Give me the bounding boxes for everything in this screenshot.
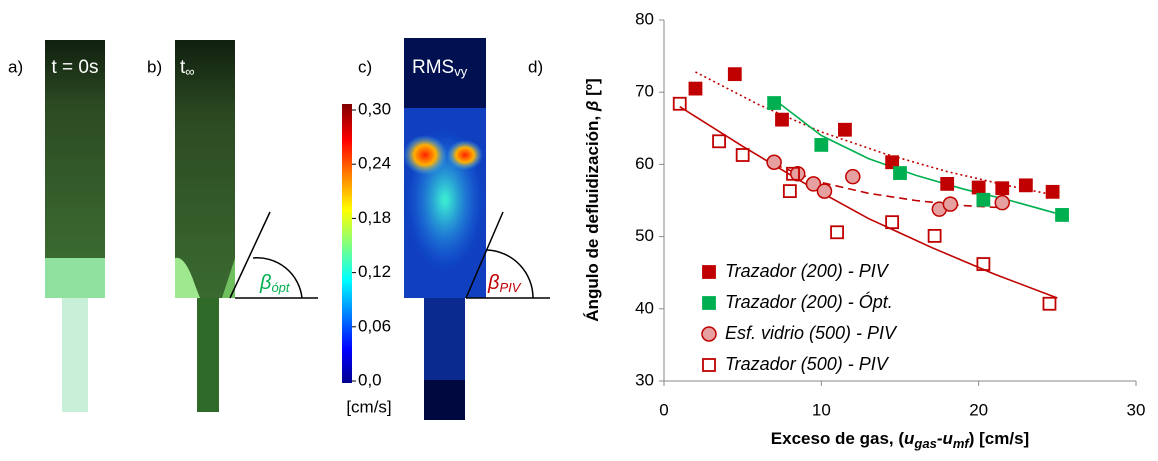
y-tick-label: 30: [635, 370, 654, 389]
x-tick-label: 0: [659, 400, 668, 419]
panel-label: d): [528, 57, 543, 76]
marker: [1045, 184, 1060, 199]
legend-label: Esf. vidrio (500) - PIV: [725, 323, 898, 343]
x-axis-label: Exceso de gas, (ugas-umf) [cm/s]: [771, 429, 1029, 451]
marker: [893, 166, 907, 180]
marker: [976, 192, 991, 207]
marker: [672, 96, 687, 111]
marker: [994, 194, 1011, 211]
title-sub: vy: [454, 64, 468, 79]
angle-symbol: β: [487, 272, 499, 294]
colorbar-tick-label: 0,30: [358, 99, 391, 118]
legend-marker: [701, 326, 717, 342]
marker: [942, 196, 959, 212]
panel-title: RMSvy: [412, 57, 468, 79]
trend-line: [695, 71, 1053, 196]
colorbar-tick-label: 0,18: [358, 208, 391, 227]
y-tick-label: 80: [635, 9, 654, 28]
legend-label: Trazador (500) - PIV: [725, 354, 890, 374]
y-tick-label: 50: [635, 226, 654, 245]
angle-symbol: β: [259, 272, 271, 294]
marker: [766, 154, 782, 170]
legend-label: Trazador (200) - PIV: [725, 261, 890, 281]
marker: [830, 225, 844, 240]
marker: [782, 184, 797, 199]
angle-label: βPIV: [487, 272, 522, 295]
marker: [816, 183, 833, 199]
label-part: mf: [953, 436, 971, 451]
y-axis-label: Ángulo de defluidización, β [º]: [583, 78, 602, 321]
colorbar: [342, 104, 352, 383]
colorbar-label: [cm/s]: [346, 397, 391, 416]
label-part: β: [583, 101, 602, 113]
panel-label: c): [358, 57, 372, 76]
marker: [845, 168, 861, 185]
marker: [775, 112, 789, 127]
trend-line: [773, 98, 1063, 216]
y-tick-label: 60: [635, 154, 654, 173]
marker: [976, 257, 991, 271]
title-text: t: [180, 57, 186, 78]
legend-label: Trazador (200) - Ópt.: [725, 291, 893, 312]
marker: [1018, 178, 1033, 193]
panel-c-image: [403, 38, 550, 420]
colorbar-tick-label: 0,0: [358, 370, 382, 389]
marker: [927, 228, 942, 243]
panel-title: t∞: [180, 57, 195, 79]
y-tick-label: 40: [635, 298, 654, 317]
marker: [1042, 296, 1057, 311]
x-tick-label: 20: [969, 400, 988, 419]
angle-sub: PIV: [499, 280, 521, 295]
marker: [838, 122, 852, 137]
label-part: -u: [937, 429, 954, 448]
y-tick-label: 70: [635, 82, 654, 101]
panel-label: b): [147, 57, 162, 76]
marker: [735, 148, 750, 162]
colorbar-tick-label: 0,12: [358, 262, 391, 281]
title-text: RMS: [412, 57, 454, 78]
x-tick-label: 30: [1127, 400, 1146, 419]
panel-b-image: [175, 40, 318, 412]
legend-marker: [702, 265, 716, 279]
marker: [995, 181, 1010, 196]
marker: [814, 138, 829, 152]
angle-label: βópt: [259, 272, 291, 295]
marker: [885, 215, 900, 230]
label-part: [º]: [583, 78, 602, 100]
marker: [971, 180, 986, 195]
label-part: Ángulo de defluidización,: [583, 111, 602, 322]
marker: [940, 176, 955, 191]
title-sub: ∞: [185, 64, 194, 79]
label-part: gas: [913, 436, 936, 451]
angle-sub: ópt: [271, 280, 290, 295]
trend-line: [679, 105, 1058, 299]
panel-a-image: [45, 40, 105, 412]
x-tick-label: 10: [812, 400, 831, 419]
marker: [712, 134, 726, 149]
marker: [1055, 208, 1069, 222]
marker: [805, 176, 822, 192]
panel-label: a): [8, 57, 23, 76]
marker: [885, 155, 900, 170]
label-part: ) [cm/s]: [969, 429, 1029, 448]
marker: [727, 67, 742, 82]
legend-marker: [702, 358, 716, 372]
panel-title: t = 0s: [52, 57, 99, 78]
marker: [786, 166, 800, 181]
marker: [789, 166, 806, 182]
label-part: u: [904, 429, 915, 448]
marker: [767, 96, 782, 110]
label-part: Exceso de gas, (: [771, 429, 905, 448]
marker: [688, 81, 703, 96]
colorbar-tick-label: 0,06: [358, 316, 391, 335]
legend-marker: [702, 296, 716, 310]
colorbar-tick-label: 0,24: [358, 154, 391, 173]
